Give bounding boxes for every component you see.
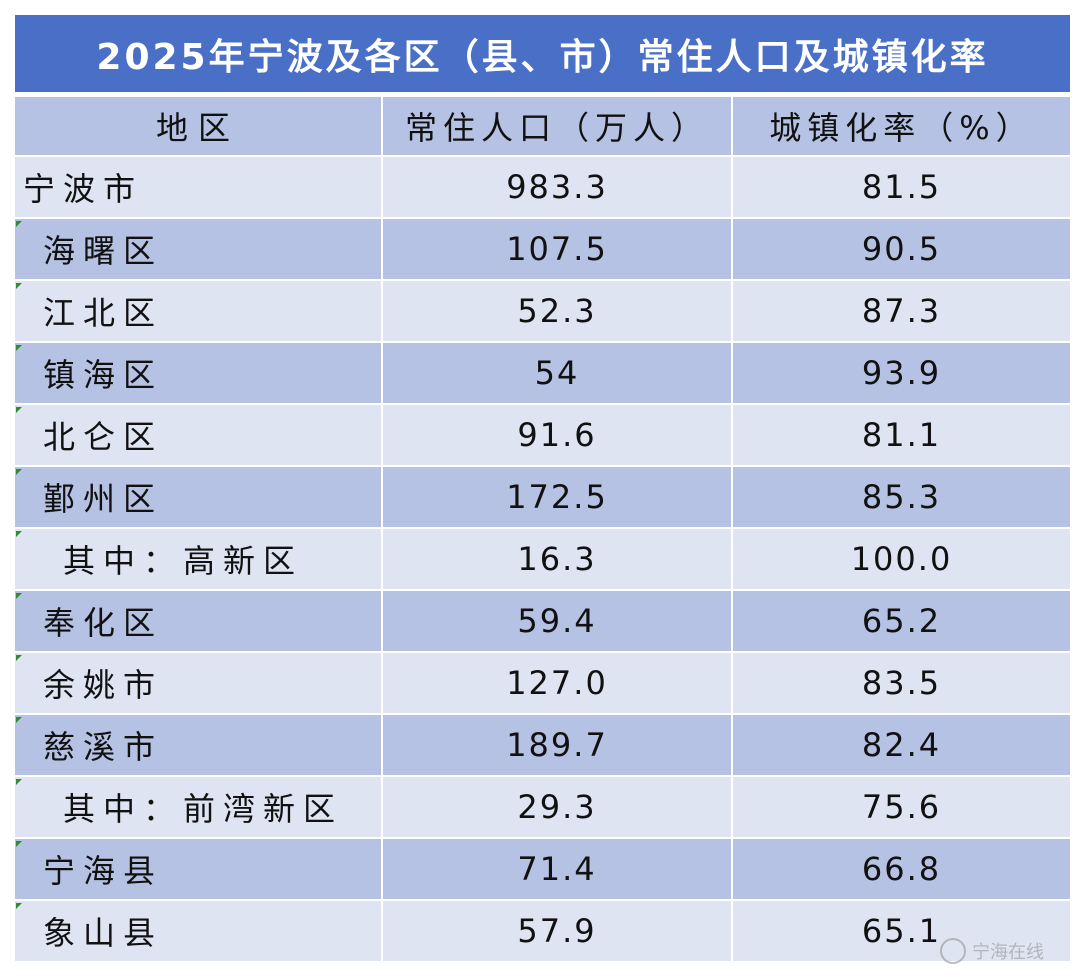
urbanization-cell: 65.1 bbox=[861, 912, 942, 950]
urbanization-cell: 75.6 bbox=[861, 788, 942, 826]
cell-marker-icon bbox=[16, 469, 22, 475]
cell-marker-icon bbox=[16, 903, 22, 909]
population-cell: 107.5 bbox=[383, 219, 733, 279]
cell-marker-icon bbox=[16, 221, 22, 227]
table-row: 其中：前湾新区 29.3 75.6 bbox=[15, 777, 1070, 839]
column-header-urbanization: 城镇化率（%） bbox=[769, 109, 1034, 147]
table-row: 鄞州区 172.5 85.3 bbox=[15, 467, 1070, 529]
region-cell: 奉化区 bbox=[15, 591, 383, 651]
region-cell: 北仑区 bbox=[15, 405, 383, 465]
table-row: 海曙区 107.5 90.5 bbox=[15, 219, 1070, 281]
region-cell: 镇海区 bbox=[15, 343, 383, 403]
region-cell: 江北区 bbox=[15, 281, 383, 341]
population-cell: 172.5 bbox=[383, 467, 733, 527]
table-row: 江北区 52.3 87.3 bbox=[15, 281, 1070, 343]
table-row: 北仑区 91.6 81.1 bbox=[15, 405, 1070, 467]
population-cell: 71.4 bbox=[383, 839, 733, 899]
population-cell: 29.3 bbox=[383, 777, 733, 837]
table-row: 奉化区 59.4 65.2 bbox=[15, 591, 1070, 653]
region-cell: 鄞州区 bbox=[15, 467, 383, 527]
urbanization-cell: 81.5 bbox=[861, 168, 942, 206]
region-cell: 余姚市 bbox=[15, 653, 383, 713]
population-cell: 127.0 bbox=[383, 653, 733, 713]
urbanization-cell: 83.5 bbox=[861, 664, 942, 702]
region-cell: 其中：前湾新区 bbox=[15, 777, 383, 837]
population-cell: 91.6 bbox=[383, 405, 733, 465]
population-cell: 983.3 bbox=[383, 157, 733, 217]
population-cell: 54 bbox=[383, 343, 733, 403]
urbanization-cell: 85.3 bbox=[861, 478, 942, 516]
population-cell: 57.9 bbox=[383, 901, 733, 961]
region-cell: 其中：高新区 bbox=[15, 529, 383, 589]
table-title: 2025年宁波及各区（县、市）常住人口及城镇化率 bbox=[15, 15, 1070, 92]
region-cell: 宁波市 bbox=[15, 157, 383, 217]
region-cell: 象山县 bbox=[15, 901, 383, 961]
urbanization-cell: 81.1 bbox=[861, 416, 942, 454]
table-row: 其中：高新区 16.3 100.0 bbox=[15, 529, 1070, 591]
cell-marker-icon bbox=[16, 655, 22, 661]
urbanization-cell: 66.8 bbox=[861, 850, 942, 888]
column-header-region: 地区 bbox=[15, 97, 383, 155]
watermark-logo-icon bbox=[940, 938, 966, 964]
urbanization-cell: 93.9 bbox=[861, 354, 942, 392]
population-cell: 16.3 bbox=[383, 529, 733, 589]
table-row: 宁海县 71.4 66.8 bbox=[15, 839, 1070, 901]
column-header-population: 常住人口（万人） bbox=[383, 97, 733, 155]
population-table: 地区 常住人口（万人） 城镇化率（%） 宁波市 983.3 81.5 海曙区 1… bbox=[15, 97, 1070, 963]
table-header-row: 地区 常住人口（万人） 城镇化率（%） bbox=[15, 97, 1070, 157]
population-cell: 59.4 bbox=[383, 591, 733, 651]
urbanization-cell: 82.4 bbox=[861, 726, 942, 764]
table-row: 镇海区 54 93.9 bbox=[15, 343, 1070, 405]
cell-marker-icon bbox=[16, 345, 22, 351]
cell-marker-icon bbox=[16, 841, 22, 847]
region-cell: 宁海县 bbox=[15, 839, 383, 899]
cell-marker-icon bbox=[16, 717, 22, 723]
region-cell: 海曙区 bbox=[15, 219, 383, 279]
urbanization-cell: 100.0 bbox=[850, 540, 953, 578]
population-cell: 52.3 bbox=[383, 281, 733, 341]
table-row: 宁波市 983.3 81.5 bbox=[15, 157, 1070, 219]
population-cell: 189.7 bbox=[383, 715, 733, 775]
cell-marker-icon bbox=[16, 779, 22, 785]
urbanization-cell: 90.5 bbox=[861, 230, 942, 268]
table-row: 余姚市 127.0 83.5 bbox=[15, 653, 1070, 715]
urbanization-cell: 87.3 bbox=[861, 292, 942, 330]
urbanization-cell: 65.2 bbox=[861, 602, 942, 640]
region-cell: 慈溪市 bbox=[15, 715, 383, 775]
cell-marker-icon bbox=[16, 407, 22, 413]
table-row: 象山县 57.9 65.1 bbox=[15, 901, 1070, 963]
cell-marker-icon bbox=[16, 283, 22, 289]
watermark-text: 宁海在线 bbox=[972, 942, 1044, 963]
cell-marker-icon bbox=[16, 593, 22, 599]
cell-marker-icon bbox=[16, 531, 22, 537]
watermark: 宁海在线 bbox=[940, 938, 1044, 964]
table-row: 慈溪市 189.7 82.4 bbox=[15, 715, 1070, 777]
